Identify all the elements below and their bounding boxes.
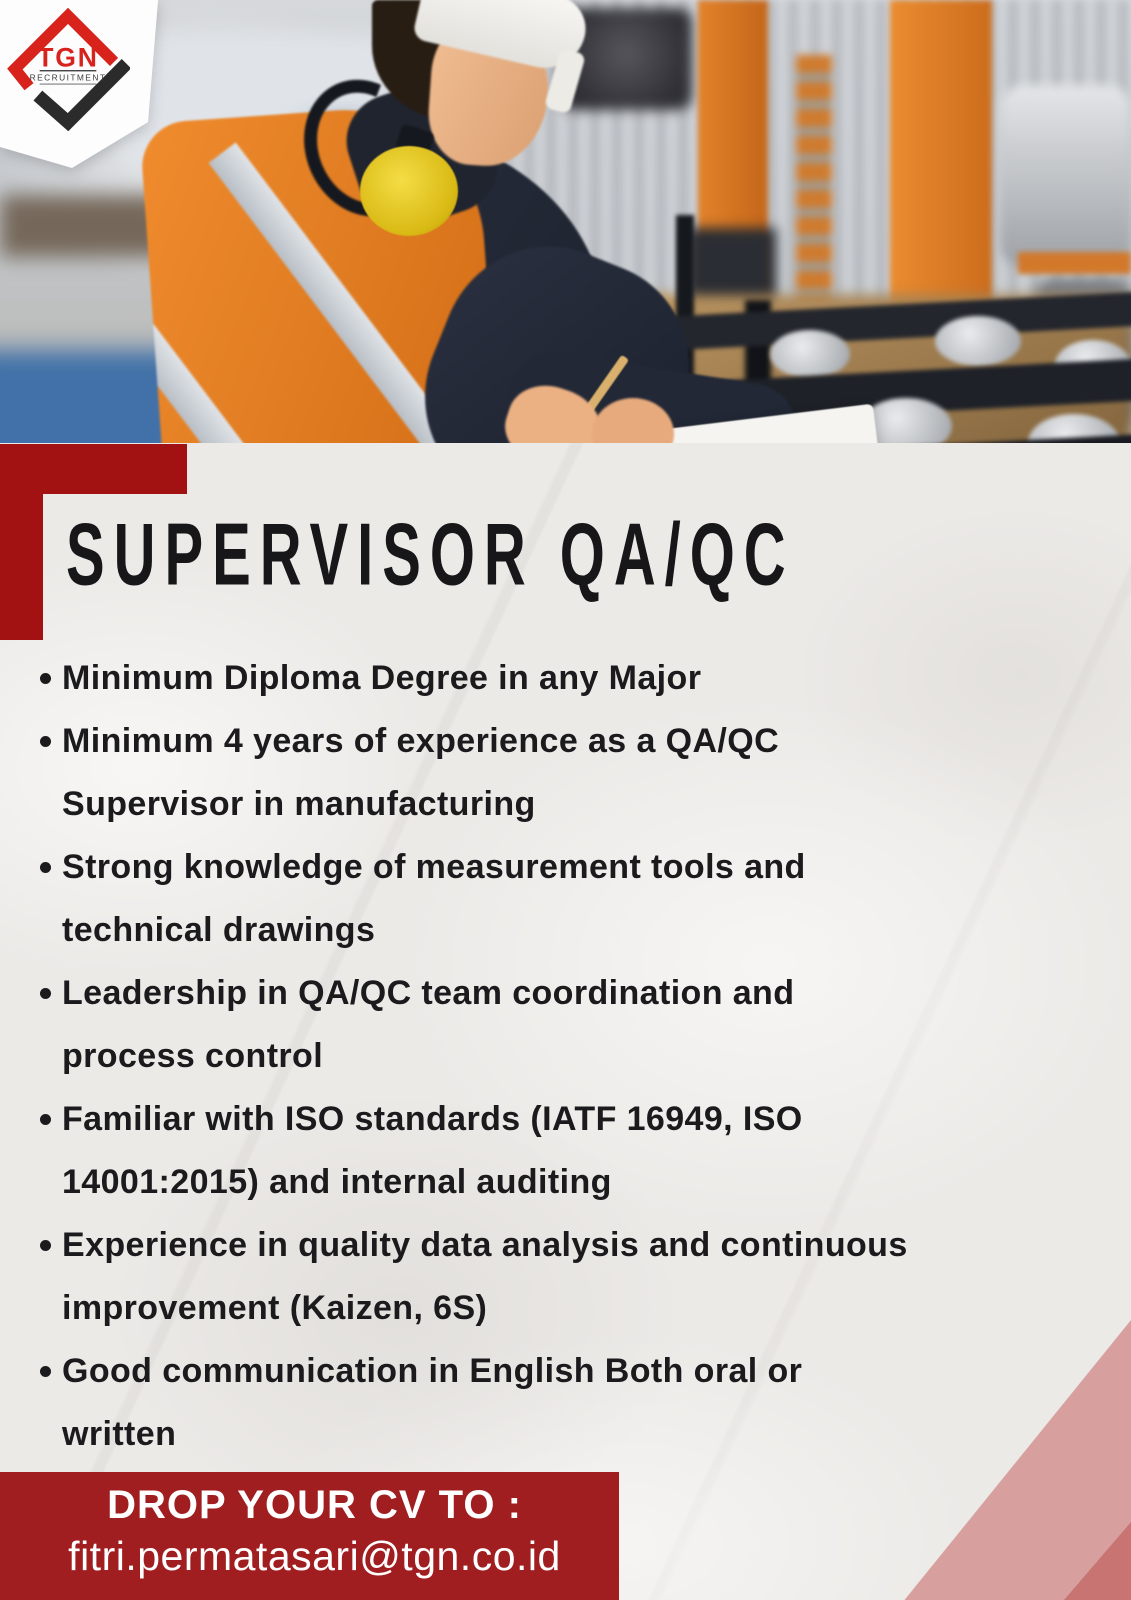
requirement-item: Minimum Diploma Degree in any Major [40,647,922,710]
gantry-base [688,228,776,308]
logo-checkmark-black-stroke [33,58,130,131]
job-title: SUPERVISOR QA/QC [66,504,795,604]
cv-banner: DROP YOUR CV TO : fitri.permatasari@tgn.… [0,1472,619,1600]
requirement-item: Strong knowledge of measurement tools an… [40,836,922,962]
logo-diamond-red-stroke [7,7,119,91]
requirements-list: Minimum Diploma Degree in any Major Mini… [40,647,922,1466]
red-corner-accent [0,444,43,640]
yellow-earmuff [360,146,458,236]
paper-background [0,443,1131,1600]
hero-photo [0,0,1131,490]
logo-subtitle-text: RECRUITMENT [30,73,107,83]
requirement-item: Familiar with ISO standards (IATF 16949,… [40,1088,922,1214]
requirement-item: Minimum 4 years of experience as a QA/QC… [40,710,922,836]
requirement-item: Experience in quality data analysis and … [40,1214,922,1340]
steel-roll [935,316,1021,366]
requirement-item: Leadership in QA/QC team coordination an… [40,962,922,1088]
gantry-ladder [796,55,832,305]
steel-coil [1000,85,1131,267]
job-title-wrap: SUPERVISOR QA/QC [66,510,1122,598]
logo-brand-text: TGN [37,42,98,72]
cv-banner-heading: DROP YOUR CV TO : [107,1483,522,1527]
requirement-item: Good communication in English Both oral … [40,1340,922,1466]
logo-pennant-shape: TGN RECRUITMENT [0,0,159,169]
cv-email: fitri.permatasari@tgn.co.id [68,1533,561,1579]
tgn-logo: TGN RECRUITMENT [7,7,130,131]
orange-beam [1018,252,1131,274]
logo-pennant: TGN RECRUITMENT [0,0,160,172]
steel-roll [770,330,850,378]
